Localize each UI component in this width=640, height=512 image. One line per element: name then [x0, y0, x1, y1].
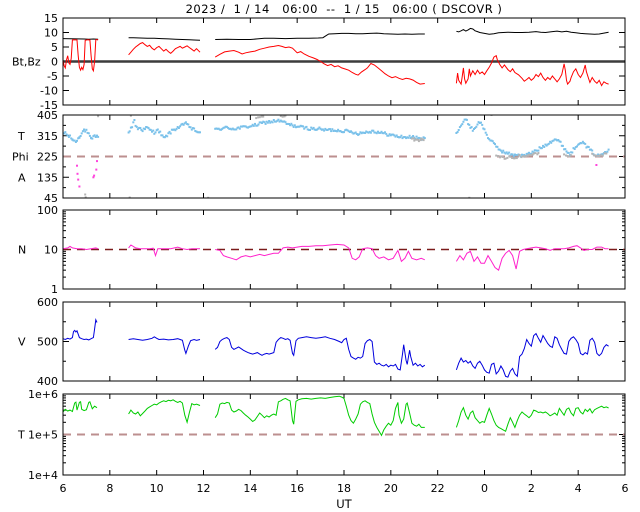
ytick-label: 225 [37, 151, 58, 164]
ytick-label: 100 [37, 204, 58, 217]
ytick-label: 400 [37, 375, 58, 388]
panel-label-btbz: Bt,Bz [12, 56, 41, 69]
panel-label-phi: Phi [12, 151, 29, 164]
ytick-label: 315 [37, 130, 58, 143]
ytick-label: 1e+5 [28, 429, 58, 442]
ytick-label: 0 [51, 56, 58, 69]
x-axis-label: UT [336, 497, 352, 511]
xtick-label: 12 [197, 482, 211, 495]
ytick-label: 135 [37, 171, 58, 184]
series-phi [63, 118, 610, 158]
ytick-label: -5 [47, 70, 58, 83]
panel-label-n: N [18, 244, 26, 257]
xtick-label: 20 [384, 482, 398, 495]
panel-label-t: T [17, 429, 25, 442]
ytick-label: -15 [40, 99, 58, 112]
ytick-label: 1 [51, 283, 58, 296]
xtick-label: 16 [290, 482, 304, 495]
ytick-label: 500 [37, 336, 58, 349]
ytick-label: 600 [37, 296, 58, 309]
panel-label-t: T [17, 130, 25, 143]
plot-title: 2023 / 1 / 14 06:00 -- 1 / 15 06:00 ( DS… [185, 2, 503, 16]
panel-label-a: A [18, 171, 26, 184]
series-t [63, 395, 609, 437]
panel-label-v: V [18, 336, 26, 349]
xtick-label: 2 [528, 482, 535, 495]
xtick-label: 6 [60, 482, 67, 495]
ytick-label: 5 [51, 41, 58, 54]
panel-v: 600 500 400 V [18, 296, 626, 388]
xtick-label: 18 [337, 482, 351, 495]
xtick-label: 22 [431, 482, 445, 495]
series-bz [63, 38, 609, 87]
ytick-label: 15 [44, 12, 58, 25]
ytick-label: 405 [37, 109, 58, 122]
panel-bt-bz: 15 105 0-5 -10-15 Bt,Bz [12, 12, 626, 112]
series-n [63, 243, 609, 272]
panel-phi: 405 315 225 135 45 T Phi A [12, 109, 626, 205]
xtick-label: 10 [150, 482, 164, 495]
series-bt [63, 27, 609, 41]
series-v [63, 317, 609, 378]
xtick-label: 0 [481, 482, 488, 495]
series-phi-outlier [76, 160, 598, 188]
ytick-label: 1e+6 [28, 388, 58, 401]
ytick-label: 1e+4 [28, 469, 58, 482]
series-phi-secondary [84, 115, 608, 198]
xtick-label: 4 [575, 482, 582, 495]
ytick-label: 45 [44, 192, 58, 205]
ytick-label: 10 [44, 244, 58, 257]
xtick-label: 6 [622, 482, 629, 495]
panel-t: 1e+6 1e+5 1e+4 T [17, 388, 626, 482]
xtick-label: 14 [243, 482, 257, 495]
ytick-label: -10 [40, 85, 58, 98]
panel-n: 100 10 1 N [18, 204, 626, 296]
xtick-label: 8 [106, 482, 113, 495]
ytick-label: 10 [44, 27, 58, 40]
